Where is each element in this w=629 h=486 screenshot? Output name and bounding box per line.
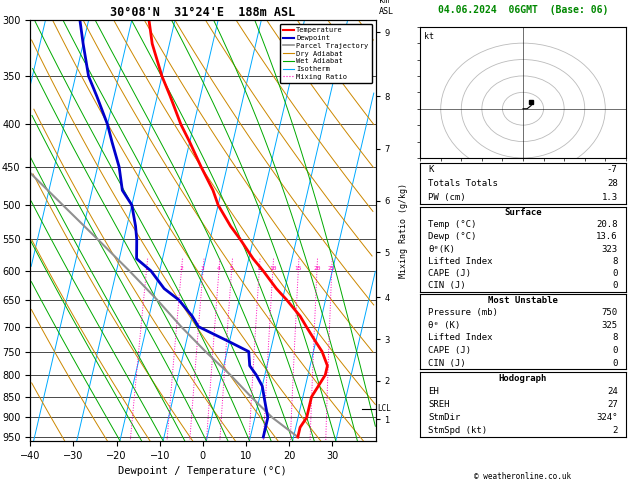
Text: 0: 0	[612, 281, 618, 290]
Text: 3: 3	[201, 266, 205, 271]
Text: 28: 28	[607, 179, 618, 188]
Text: 0: 0	[612, 269, 618, 278]
Text: θᵉ (K): θᵉ (K)	[428, 321, 460, 330]
Text: Hodograph: Hodograph	[499, 374, 547, 383]
Text: 15: 15	[294, 266, 302, 271]
Text: 324°: 324°	[596, 413, 618, 422]
Text: 750: 750	[601, 308, 618, 317]
Text: Surface: Surface	[504, 208, 542, 217]
Text: CAPE (J): CAPE (J)	[428, 269, 471, 278]
Text: 325: 325	[601, 321, 618, 330]
Text: 8: 8	[612, 333, 618, 343]
Text: 2: 2	[179, 266, 183, 271]
Text: -7: -7	[607, 165, 618, 174]
Text: θᵉ(K): θᵉ(K)	[428, 244, 455, 254]
Text: 20.8: 20.8	[596, 220, 618, 229]
Legend: Temperature, Dewpoint, Parcel Trajectory, Dry Adiabat, Wet Adiabat, Isotherm, Mi: Temperature, Dewpoint, Parcel Trajectory…	[280, 24, 372, 83]
Text: K: K	[428, 165, 434, 174]
Text: Lifted Index: Lifted Index	[428, 333, 493, 343]
Text: Most Unstable: Most Unstable	[488, 296, 558, 305]
Text: kt: kt	[425, 32, 434, 41]
Text: PW (cm): PW (cm)	[428, 193, 466, 202]
Text: © weatheronline.co.uk: © weatheronline.co.uk	[474, 472, 572, 481]
Text: EH: EH	[428, 387, 439, 396]
Text: Lifted Index: Lifted Index	[428, 257, 493, 266]
Text: 1.3: 1.3	[601, 193, 618, 202]
Text: 20: 20	[313, 266, 321, 271]
Title: 30°08'N  31°24'E  188m ASL: 30°08'N 31°24'E 188m ASL	[110, 6, 296, 19]
Text: 0: 0	[612, 346, 618, 355]
Text: 25: 25	[328, 266, 335, 271]
Text: 5: 5	[230, 266, 233, 271]
Text: 04.06.2024  06GMT  (Base: 06): 04.06.2024 06GMT (Base: 06)	[438, 5, 608, 15]
X-axis label: Dewpoint / Temperature (°C): Dewpoint / Temperature (°C)	[118, 466, 287, 476]
Text: Mixing Ratio (g/kg): Mixing Ratio (g/kg)	[399, 183, 408, 278]
Text: 24: 24	[607, 387, 618, 396]
Text: 10: 10	[269, 266, 277, 271]
Text: Temp (°C): Temp (°C)	[428, 220, 477, 229]
Text: Pressure (mb): Pressure (mb)	[428, 308, 498, 317]
Text: Dewp (°C): Dewp (°C)	[428, 232, 477, 242]
Text: CIN (J): CIN (J)	[428, 281, 466, 290]
Text: 27: 27	[607, 400, 618, 409]
Text: 8: 8	[257, 266, 261, 271]
Text: 2: 2	[612, 426, 618, 435]
Text: CIN (J): CIN (J)	[428, 359, 466, 367]
Text: CAPE (J): CAPE (J)	[428, 346, 471, 355]
Text: 0: 0	[612, 359, 618, 367]
Text: StmDir: StmDir	[428, 413, 460, 422]
Text: km
ASL: km ASL	[379, 0, 394, 16]
Text: SREH: SREH	[428, 400, 450, 409]
Text: 13.6: 13.6	[596, 232, 618, 242]
Text: 8: 8	[612, 257, 618, 266]
Text: StmSpd (kt): StmSpd (kt)	[428, 426, 487, 435]
Text: LCL: LCL	[377, 404, 391, 413]
Text: 323: 323	[601, 244, 618, 254]
Text: 4: 4	[217, 266, 221, 271]
Text: Totals Totals: Totals Totals	[428, 179, 498, 188]
Text: 1: 1	[145, 266, 148, 271]
